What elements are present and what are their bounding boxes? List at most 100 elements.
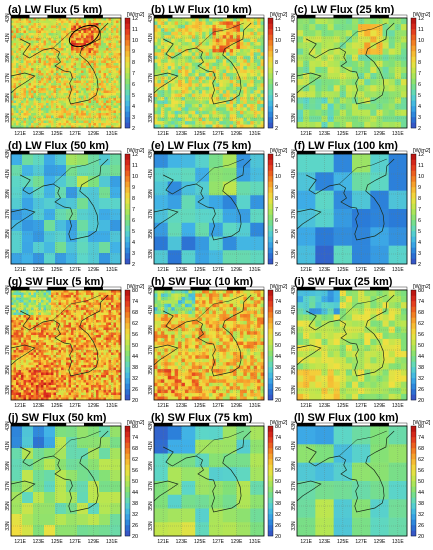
heatmap-cell: [76, 345, 79, 348]
heatmap-cell: [23, 80, 27, 84]
heatmap-cell: [257, 107, 261, 112]
heatmap-cell: [46, 340, 49, 343]
heatmap-cell: [61, 342, 64, 346]
heatmap-cell: [191, 45, 196, 50]
heatmap-cell: [101, 68, 104, 71]
heatmap-cell: [116, 70, 119, 74]
heatmap-cell: [33, 337, 37, 341]
heatmap-cell: [58, 310, 62, 313]
heatmap-cell: [33, 48, 37, 51]
heatmap-cell: [246, 66, 251, 70]
heatmap-cell: [113, 68, 117, 71]
heatmap-cell: [33, 342, 37, 346]
heatmap-cell: [63, 123, 67, 126]
heatmap-cell: [315, 66, 322, 74]
heatmap-cell: [376, 18, 383, 25]
frame-scale-segment: [208, 14, 228, 19]
heatmap-cell: [188, 97, 193, 101]
heatmap-cell: [157, 42, 162, 46]
coastline: [306, 38, 340, 59]
heatmap-cell: [86, 45, 89, 49]
heatmap-cell: [98, 55, 102, 59]
heatmap-cell: [111, 108, 114, 111]
heatmap-cell: [46, 20, 49, 24]
heatmap-cell: [43, 75, 47, 79]
heatmap-cell: [103, 25, 107, 29]
heatmap-cell: [78, 300, 82, 303]
heatmap-cell: [178, 93, 182, 98]
heatmap-cell: [88, 295, 92, 298]
heatmap-cell: [321, 60, 328, 68]
heatmap-cell: [43, 25, 47, 29]
heatmap-cell: [28, 58, 32, 61]
heatmap-cell: [23, 70, 27, 74]
heatmap-cell: [71, 55, 74, 59]
heatmap-cell: [101, 45, 104, 49]
heatmap-cell: [16, 98, 19, 101]
heatmap-cell: [257, 79, 261, 84]
heatmap-cell: [164, 114, 169, 118]
heatmap-cell: [236, 55, 241, 60]
heatmap-cell: [178, 97, 182, 101]
heatmap-cell: [43, 90, 47, 94]
heatmap-cell: [103, 78, 107, 81]
heatmap-cell: [81, 103, 84, 106]
heatmap-cell: [108, 292, 112, 296]
heatmap-cell: [93, 330, 97, 333]
heatmap-cell: [43, 342, 47, 346]
heatmap-cell: [116, 43, 119, 46]
heatmap-cell: [226, 69, 230, 74]
heatmap-cell: [116, 330, 119, 333]
heatmap-cell: [48, 85, 52, 89]
heatmap-cell: [98, 312, 102, 316]
heatmap-cell: [13, 75, 17, 79]
heatmap-cell: [160, 69, 165, 74]
heatmap-cell: [108, 327, 112, 331]
heatmap-cell: [113, 53, 117, 56]
heatmap-cell: [81, 88, 84, 91]
heatmap-cell: [250, 103, 254, 108]
heatmap-cell: [154, 121, 158, 125]
frame-scale-segment: [153, 14, 173, 19]
heatmap-cell: [51, 63, 54, 66]
heatmap-cell: [113, 35, 117, 39]
heatmap-cell: [229, 79, 234, 84]
heatmap-cell: [111, 70, 114, 74]
heatmap-cell: [63, 295, 67, 298]
heatmap-cell: [111, 340, 114, 343]
heatmap-cell: [13, 45, 17, 49]
heatmap-cells: [297, 18, 408, 129]
heatmap-cell: [198, 114, 203, 118]
heatmap-cell: [246, 121, 251, 125]
heatmap-cell: [81, 305, 84, 308]
heatmap-cell: [21, 300, 24, 303]
heatmap-cell: [26, 317, 29, 321]
heatmap-cell: [191, 38, 196, 43]
heatmap-cell: [53, 73, 57, 76]
heatmap-cell: [113, 317, 117, 321]
heatmap-cell: [113, 108, 117, 111]
heatmap-cell: [157, 45, 162, 50]
heatmap-cell: [103, 327, 107, 331]
heatmap-cell: [41, 307, 44, 311]
heatmap-cell: [219, 97, 224, 101]
heatmap-cell: [31, 342, 34, 346]
heatmap-cell: [23, 65, 27, 69]
heatmap-cell: [41, 90, 44, 94]
heatmap-cell: [184, 38, 189, 43]
heatmap-cell: [43, 43, 47, 46]
heatmap-cell: [48, 322, 52, 326]
heatmap-cell: [71, 342, 74, 346]
heatmap-cell: [184, 114, 189, 118]
heatmap-cell: [164, 86, 169, 91]
heatmap-cell: [33, 20, 37, 24]
heatmap-cell: [21, 35, 24, 39]
heatmap-cell: [11, 307, 14, 311]
heatmap-cell: [388, 66, 396, 74]
heatmap-cell: [98, 38, 102, 41]
heatmap-cell: [243, 18, 248, 22]
heatmap-cell: [116, 53, 119, 56]
heatmap-cell: [63, 290, 67, 293]
heatmap-cell: [81, 20, 84, 24]
heatmap-cell: [93, 70, 97, 74]
